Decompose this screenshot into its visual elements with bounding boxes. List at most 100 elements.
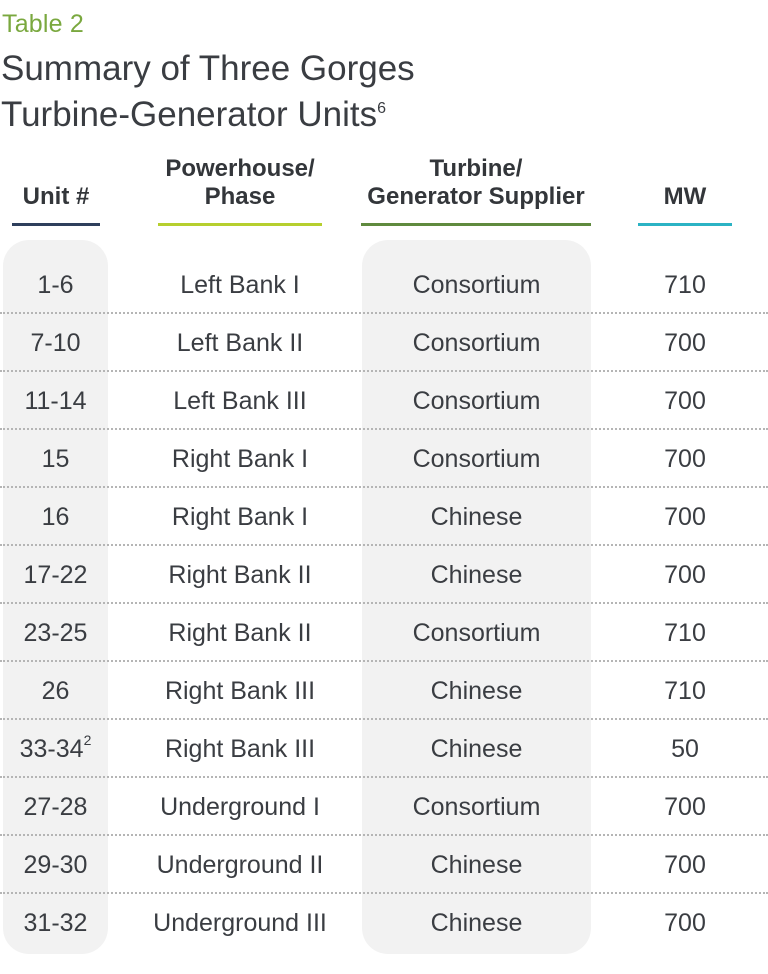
cell-phase-text: Right Bank III bbox=[164, 677, 316, 705]
cell-unit-text: 26 bbox=[41, 677, 70, 705]
cell-phase: Right Bank II bbox=[130, 604, 350, 662]
header-mw-label: MW bbox=[663, 183, 707, 210]
cell-supplier-text: Chinese bbox=[430, 677, 523, 705]
cell-phase-text: Underground I bbox=[160, 793, 320, 821]
cell-unit-text: 7-10 bbox=[30, 329, 81, 357]
cell-supplier-text: Chinese bbox=[430, 503, 523, 531]
cell-phase: Underground II bbox=[130, 836, 350, 894]
cell-supplier-text: Chinese bbox=[430, 909, 523, 937]
cell-supplier: Consortium bbox=[362, 314, 591, 372]
cell-mw: 700 bbox=[630, 314, 740, 372]
cell-mw: 700 bbox=[630, 894, 740, 952]
cell-mw-text: 700 bbox=[664, 503, 706, 531]
row-divider bbox=[0, 718, 768, 720]
cell-mw: 700 bbox=[630, 372, 740, 430]
cell-mw: 50 bbox=[630, 720, 740, 778]
table-row: 7-10 Left Bank II Consortium 700 bbox=[0, 314, 768, 372]
cell-unit: 17-22 bbox=[3, 546, 108, 604]
cell-unit-text: 29-30 bbox=[23, 851, 88, 879]
cell-mw-text: 700 bbox=[664, 329, 706, 357]
header-mw: MW bbox=[638, 183, 732, 226]
cell-phase-text: Left Bank III bbox=[173, 387, 307, 415]
cell-unit: 26 bbox=[3, 662, 108, 720]
cell-unit: 15 bbox=[3, 430, 108, 488]
cell-unit: 16 bbox=[3, 488, 108, 546]
cell-unit-text: 27-28 bbox=[23, 793, 88, 821]
cell-mw-text: 700 bbox=[664, 851, 706, 879]
cell-supplier: Consortium bbox=[362, 778, 591, 836]
cell-unit: 33-342 bbox=[3, 720, 108, 778]
header-phase-line2: Phase bbox=[204, 183, 276, 210]
cell-supplier-text: Consortium bbox=[412, 329, 541, 357]
cell-phase: Right Bank III bbox=[130, 720, 350, 778]
cell-phase: Underground III bbox=[130, 894, 350, 952]
cell-supplier: Chinese bbox=[362, 662, 591, 720]
table-row: 33-342 Right Bank III Chinese 50 bbox=[0, 720, 768, 778]
cell-supplier-text: Chinese bbox=[430, 851, 523, 879]
cell-supplier-text: Consortium bbox=[412, 619, 541, 647]
cell-supplier-text: Chinese bbox=[430, 735, 523, 763]
cell-unit-text: 31-32 bbox=[23, 909, 88, 937]
row-divider bbox=[0, 776, 768, 778]
cell-supplier: Consortium bbox=[362, 256, 591, 314]
header-mw-underline bbox=[638, 223, 732, 226]
row-divider bbox=[0, 312, 768, 314]
cell-phase-text: Underground II bbox=[156, 851, 324, 879]
table-row: 29-30 Underground II Chinese 700 bbox=[0, 836, 768, 894]
cell-phase-text: Right Bank II bbox=[168, 561, 312, 589]
table-title: Summary of Three Gorges Turbine-Generato… bbox=[1, 46, 415, 138]
cell-phase: Right Bank II bbox=[130, 546, 350, 604]
cell-phase: Left Bank III bbox=[130, 372, 350, 430]
cell-supplier-text: Consortium bbox=[412, 793, 541, 821]
cell-supplier: Consortium bbox=[362, 430, 591, 488]
cell-supplier: Chinese bbox=[362, 836, 591, 894]
cell-unit: 11-14 bbox=[3, 372, 108, 430]
table-row: 15 Right Bank I Consortium 700 bbox=[0, 430, 768, 488]
cell-phase-text: Left Bank I bbox=[180, 271, 300, 299]
row-divider bbox=[0, 544, 768, 546]
header-supplier: Turbine/ Generator Supplier bbox=[353, 155, 599, 226]
cell-mw: 710 bbox=[630, 604, 740, 662]
header-phase: Powerhouse/ Phase bbox=[158, 155, 322, 226]
cell-supplier: Chinese bbox=[362, 894, 591, 952]
cell-phase: Left Bank I bbox=[130, 256, 350, 314]
cell-supplier: Chinese bbox=[362, 546, 591, 604]
cell-unit: 23-25 bbox=[3, 604, 108, 662]
cell-phase: Right Bank I bbox=[130, 430, 350, 488]
cell-phase-text: Right Bank I bbox=[171, 503, 309, 531]
table-row: 1-6 Left Bank I Consortium 710 bbox=[0, 256, 768, 314]
cell-mw: 700 bbox=[630, 778, 740, 836]
table-row: 26 Right Bank III Chinese 710 bbox=[0, 662, 768, 720]
cell-mw-text: 710 bbox=[664, 677, 706, 705]
cell-unit-text: 17-22 bbox=[23, 561, 88, 589]
table-row: 11-14 Left Bank III Consortium 700 bbox=[0, 372, 768, 430]
title-line-2-text: Turbine-Generator Units bbox=[1, 95, 378, 134]
cell-supplier: Chinese bbox=[362, 488, 591, 546]
table-row: 16 Right Bank I Chinese 700 bbox=[0, 488, 768, 546]
cell-phase: Right Bank I bbox=[130, 488, 350, 546]
table-row: 23-25 Right Bank II Consortium 710 bbox=[0, 604, 768, 662]
cell-unit: 31-32 bbox=[3, 894, 108, 952]
cell-mw-text: 710 bbox=[664, 619, 706, 647]
cell-phase-text: Left Bank II bbox=[176, 329, 304, 357]
row-divider bbox=[0, 486, 768, 488]
cell-unit-text: 33-34 bbox=[19, 735, 84, 763]
header-phase-line1: Powerhouse/ bbox=[165, 155, 315, 182]
cell-unit: 29-30 bbox=[3, 836, 108, 894]
cell-phase: Left Bank II bbox=[130, 314, 350, 372]
title-line-2: Turbine-Generator Units6 bbox=[1, 92, 415, 138]
row-divider bbox=[0, 892, 768, 894]
header-unit: Unit # bbox=[12, 183, 100, 226]
cell-unit: 27-28 bbox=[3, 778, 108, 836]
cell-supplier: Consortium bbox=[362, 372, 591, 430]
cell-mw: 700 bbox=[630, 430, 740, 488]
cell-mw: 700 bbox=[630, 836, 740, 894]
cell-unit: 1-6 bbox=[3, 256, 108, 314]
cell-unit-text: 23-25 bbox=[23, 619, 88, 647]
cell-mw-text: 700 bbox=[664, 387, 706, 415]
row-divider bbox=[0, 370, 768, 372]
cell-supplier: Consortium bbox=[362, 604, 591, 662]
header-unit-label: Unit # bbox=[22, 183, 90, 210]
cell-phase-text: Right Bank III bbox=[164, 735, 316, 763]
cell-phase: Right Bank III bbox=[130, 662, 350, 720]
